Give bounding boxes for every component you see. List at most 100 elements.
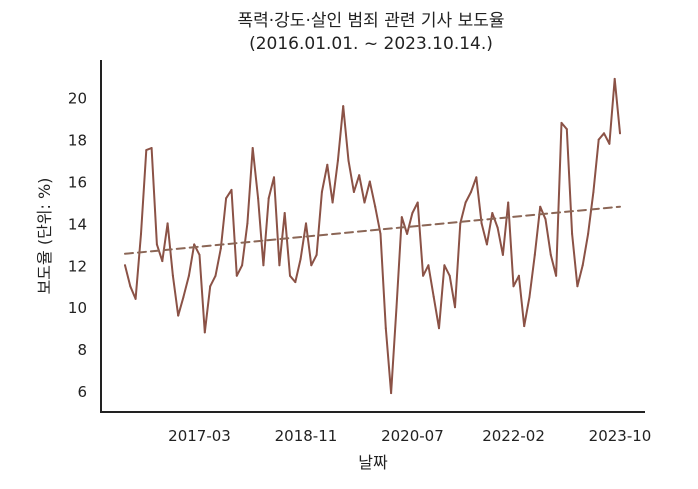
- series-point: [145, 149, 148, 152]
- y-axis-label: 보도율 (단위: %): [35, 178, 54, 295]
- series-point: [299, 258, 302, 260]
- chart-title-line-2: (2016.01.01. ~ 2023.10.14.): [249, 34, 493, 54]
- series-point: [305, 222, 307, 225]
- series-point: [470, 191, 472, 193]
- series-point: [347, 159, 350, 162]
- series-point: [422, 274, 425, 277]
- series-point: [443, 264, 446, 267]
- series-point: [278, 264, 281, 267]
- series-point: [459, 222, 462, 225]
- series-point: [619, 132, 621, 135]
- series-point: [283, 212, 286, 214]
- series-point: [613, 77, 616, 80]
- trend-line: [124, 205, 621, 255]
- series-point: [140, 232, 142, 235]
- series-point: [395, 306, 398, 309]
- series-point: [326, 163, 329, 166]
- series-point: [294, 281, 297, 284]
- series-point: [150, 147, 153, 149]
- series-point: [289, 274, 291, 277]
- series-point: [235, 274, 238, 277]
- series-point: [193, 243, 196, 246]
- series-point: [379, 232, 382, 235]
- series-point: [507, 201, 510, 204]
- x-tick-label: 2020-07: [381, 427, 444, 445]
- series-point: [267, 197, 270, 200]
- series-point: [320, 191, 323, 193]
- series-point: [555, 274, 558, 277]
- series-point: [225, 197, 228, 200]
- series-point: [166, 222, 169, 225]
- series-point: [416, 201, 419, 204]
- series-point: [352, 191, 355, 193]
- series-point: [432, 295, 435, 298]
- series-point: [438, 327, 440, 330]
- series-point: [134, 297, 137, 300]
- series-point: [400, 216, 403, 219]
- y-tick-label: 12: [68, 257, 87, 275]
- series-point: [528, 295, 531, 298]
- series-point: [560, 121, 563, 124]
- series-point: [571, 232, 574, 235]
- series-point: [496, 226, 499, 229]
- series-point: [603, 132, 605, 135]
- x-tick-label: 2023-10: [589, 427, 652, 445]
- series-point: [587, 232, 590, 235]
- y-tick-label: 6: [77, 383, 87, 401]
- series-point: [512, 285, 515, 288]
- series-point: [257, 197, 260, 200]
- series-point: [448, 274, 451, 277]
- series-point: [501, 253, 504, 256]
- series-point: [565, 128, 568, 131]
- series-point: [342, 105, 345, 108]
- series-point: [219, 247, 222, 250]
- series-point: [406, 232, 409, 235]
- series-point: [241, 264, 244, 267]
- series-point: [363, 201, 366, 204]
- series-point: [315, 253, 318, 256]
- series-point: [464, 201, 467, 204]
- y-tick-label: 8: [77, 341, 87, 359]
- series-point: [230, 188, 233, 191]
- tick-layer: 6 8 10 12 14 16 18 20 2017-03 2018-11 2020-07 2022-…: [68, 90, 651, 445]
- series-point: [533, 253, 536, 256]
- series-point: [273, 176, 275, 179]
- y-tick-label: 16: [68, 174, 87, 192]
- series-point: [485, 243, 488, 246]
- series-line: [124, 77, 621, 395]
- series-point: [475, 176, 478, 179]
- series-point: [358, 174, 361, 177]
- series-point: [454, 306, 456, 309]
- series-point: [549, 253, 552, 256]
- y-tick-label: 10: [68, 299, 87, 317]
- series-point: [246, 222, 249, 225]
- series-point: [198, 253, 201, 256]
- series-point: [592, 191, 595, 193]
- series-point: [336, 159, 339, 162]
- y-tick-label: 14: [68, 215, 87, 233]
- series-point: [576, 285, 579, 288]
- series-point: [182, 295, 185, 298]
- x-tick-label: 2018-11: [275, 427, 338, 445]
- series-point: [161, 260, 164, 263]
- series-point: [187, 274, 190, 277]
- series-point: [129, 285, 132, 288]
- series-point: [384, 327, 387, 330]
- series-point: [608, 142, 611, 145]
- series-point: [214, 274, 217, 277]
- series-layer: [124, 77, 621, 395]
- series-point: [368, 180, 371, 183]
- series-point: [523, 325, 526, 328]
- series-point: [411, 212, 414, 214]
- series-point: [581, 264, 584, 267]
- series-point: [310, 264, 313, 267]
- series-point: [262, 264, 265, 267]
- series-point: [539, 205, 542, 208]
- chart-title-line-1: 폭력·강도·살인 범죄 관련 기사 보도율: [237, 11, 505, 31]
- series-point: [331, 201, 334, 204]
- series-point: [177, 314, 180, 317]
- series-point: [427, 264, 430, 267]
- y-tick-label: 18: [68, 132, 87, 150]
